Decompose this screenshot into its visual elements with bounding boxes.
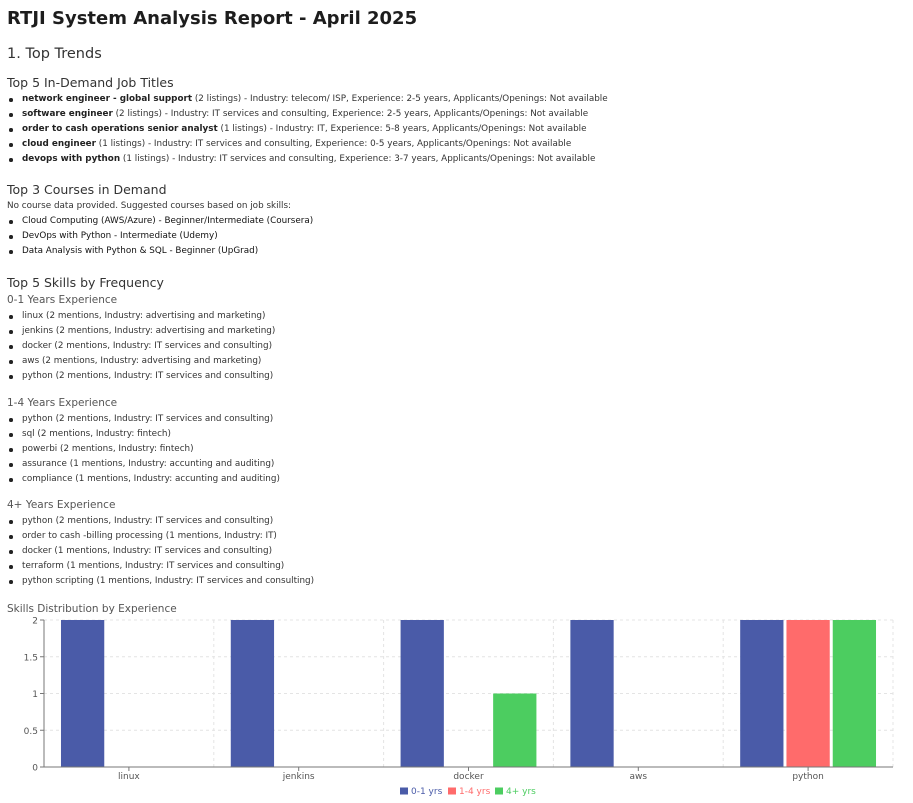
- list-item: linux (2 mentions, Industry: advertising…: [7, 309, 275, 324]
- legend-label: 4+ yrs: [506, 787, 536, 797]
- list-item: python (2 mentions, Industry: IT service…: [7, 412, 280, 427]
- skills-group-label: 4+ Years Experience: [7, 499, 116, 511]
- list-item: compliance (1 mentions, Industry: accunt…: [7, 472, 280, 487]
- legend-label: 1-4 yrs: [459, 787, 491, 797]
- section-heading-top-trends: 1. Top Trends: [7, 46, 102, 62]
- courses-list: Cloud Computing (AWS/Azure) - Beginner/I…: [7, 214, 313, 259]
- list-item: python (2 mentions, Industry: IT service…: [7, 369, 275, 384]
- jobs-heading: Top 5 In-Demand Job Titles: [7, 75, 174, 90]
- courses-heading: Top 3 Courses in Demand: [7, 182, 167, 197]
- list-item: sql (2 mentions, Industry: fintech): [7, 427, 280, 442]
- list-item: Cloud Computing (AWS/Azure) - Beginner/I…: [7, 214, 313, 229]
- y-tick-label: 1.5: [24, 653, 38, 663]
- skills-list-4-plus: python (2 mentions, Industry: IT service…: [7, 514, 314, 589]
- list-item: docker (1 mentions, Industry: IT service…: [7, 544, 314, 559]
- skills-list-0-1: linux (2 mentions, Industry: advertising…: [7, 309, 275, 384]
- bar: [493, 693, 537, 767]
- bar: [832, 620, 877, 767]
- job-title: order to cash operations senior analyst: [22, 124, 218, 134]
- legend-label: 0-1 yrs: [411, 787, 443, 797]
- legend-swatch: [400, 787, 408, 795]
- skills-bar-chart: 0 0.5 1 1.5 2 linux jenkins docker aws python 0-1 …: [24, 617, 894, 797]
- job-detail: (2 listings) - Industry: IT services and…: [112, 109, 589, 119]
- job-title: software engineer: [22, 109, 113, 119]
- job-detail: (1 listings) - Industry: IT, Experience:…: [217, 124, 587, 134]
- list-item: DevOps with Python - Intermediate (Udemy…: [7, 229, 313, 244]
- list-item: terraform (1 mentions, Industry: IT serv…: [7, 559, 314, 574]
- skills-heading: Top 5 Skills by Frequency: [7, 275, 164, 290]
- legend-swatch: [495, 787, 503, 795]
- list-item: powerbi (2 mentions, Industry: fintech): [7, 442, 280, 457]
- list-item: jenkins (2 mentions, Industry: advertisi…: [7, 324, 275, 339]
- list-item: python (2 mentions, Industry: IT service…: [7, 514, 314, 529]
- list-item: python scripting (1 mentions, Industry: …: [7, 574, 314, 589]
- skills-group-label: 0-1 Years Experience: [7, 294, 118, 306]
- job-title: devops with python: [22, 154, 121, 164]
- list-item: network engineer - global support (2 lis…: [7, 92, 608, 107]
- job-detail: (1 listings) - Industry: IT services and…: [120, 154, 596, 164]
- bar: [570, 620, 614, 767]
- job-detail: (1 listings) - Industry: IT services and…: [95, 139, 572, 149]
- list-item: devops with python (1 listings) - Indust…: [7, 152, 608, 167]
- list-item: assurance (1 mentions, Industry: accunti…: [7, 457, 280, 472]
- job-title: cloud engineer: [22, 139, 96, 149]
- y-tick-label: 0.5: [24, 727, 38, 737]
- bar: [230, 620, 275, 767]
- skills-group-label: 1-4 Years Experience: [7, 397, 118, 409]
- list-item: docker (2 mentions, Industry: IT service…: [7, 339, 275, 354]
- x-tick-label: python: [792, 772, 823, 782]
- bar: [786, 620, 830, 767]
- y-tick-label: 2: [32, 617, 38, 627]
- list-item: software engineer (2 listings) - Industr…: [7, 107, 608, 122]
- x-tick-label: docker: [453, 772, 484, 782]
- bar: [400, 620, 444, 767]
- list-item: order to cash operations senior analyst …: [7, 122, 608, 137]
- bar: [740, 620, 784, 767]
- list-item: order to cash -billing processing (1 men…: [7, 529, 314, 544]
- list-item: Data Analysis with Python & SQL - Beginn…: [7, 244, 313, 259]
- list-item: cloud engineer (1 listings) - Industry: …: [7, 137, 608, 152]
- y-tick-label: 0: [32, 764, 38, 774]
- job-detail: (2 listings) - Industry: telecom/ ISP, E…: [192, 94, 608, 104]
- chart-title: Skills Distribution by Experience: [7, 603, 177, 615]
- job-title: network engineer - global support: [22, 94, 193, 104]
- x-tick-label: aws: [630, 772, 648, 782]
- list-item: aws (2 mentions, Industry: advertising a…: [7, 354, 275, 369]
- bar: [60, 620, 105, 767]
- legend-swatch: [448, 787, 456, 795]
- x-tick-label: linux: [118, 772, 140, 782]
- y-tick-label: 1: [32, 690, 38, 700]
- skills-list-1-4: python (2 mentions, Industry: IT service…: [7, 412, 280, 487]
- jobs-list: network engineer - global support (2 lis…: [7, 92, 608, 167]
- courses-note: No course data provided. Suggested cours…: [7, 201, 292, 211]
- x-tick-label: jenkins: [282, 772, 315, 782]
- report-title: RTJI System Analysis Report - April 2025: [7, 8, 418, 29]
